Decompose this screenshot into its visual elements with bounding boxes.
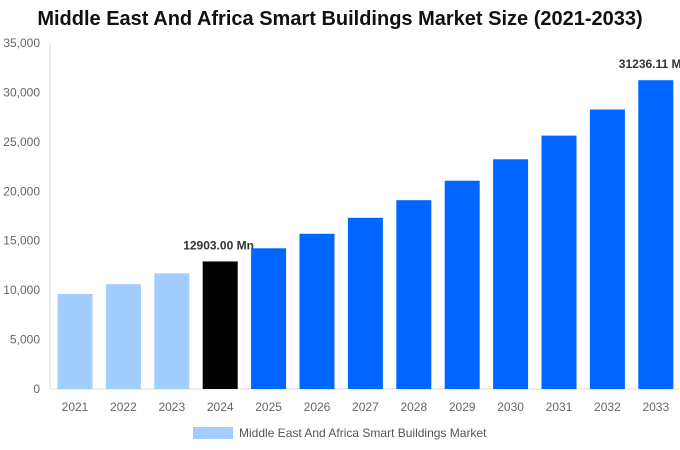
legend-label: Middle East And Africa Smart Buildings M…	[239, 426, 487, 440]
x-tick-label: 2033	[642, 400, 669, 414]
bar-2029	[444, 180, 480, 389]
x-tick-label: 2023	[158, 400, 185, 414]
bar-2031	[541, 135, 577, 389]
bar-2025	[251, 248, 287, 389]
y-tick-label: 25,000	[3, 135, 40, 149]
x-tick-label: 2028	[400, 400, 427, 414]
chart-title: Middle East And Africa Smart Buildings M…	[37, 8, 643, 30]
y-tick-label: 5,000	[10, 333, 40, 347]
x-tick-label: 2029	[449, 400, 476, 414]
x-tick-label: 2032	[594, 400, 621, 414]
bar-2021	[57, 293, 93, 389]
y-tick-label: 20,000	[3, 184, 40, 198]
bar-2023	[154, 273, 190, 389]
bar-2033	[638, 80, 674, 389]
y-tick-label: 10,000	[3, 283, 40, 297]
y-tick-label: 30,000	[3, 85, 40, 99]
bar-2026	[299, 233, 335, 389]
y-tick-label: 15,000	[3, 234, 40, 248]
x-tick-label: 2027	[352, 400, 379, 414]
bar-2022	[105, 284, 141, 389]
x-tick-label: 2031	[546, 400, 573, 414]
bar-2024	[202, 261, 238, 389]
data-label: 31236.11 Mn	[619, 57, 680, 71]
x-tick-label: 2022	[110, 400, 137, 414]
bar-2030	[493, 159, 529, 389]
y-tick-label: 35,000	[3, 36, 40, 50]
data-label: 12903.00 Mn	[183, 238, 254, 252]
x-tick-label: 2025	[255, 400, 282, 414]
x-tick-label: 2026	[304, 400, 331, 414]
x-tick-label: 2021	[62, 400, 89, 414]
legend: Middle East And Africa Smart Buildings M…	[193, 426, 486, 440]
x-tick-label: 2024	[207, 400, 234, 414]
x-tick-label: 2030	[497, 400, 524, 414]
bar-2027	[347, 217, 383, 389]
legend-swatch	[193, 427, 233, 439]
y-tick-label: 0	[33, 382, 40, 396]
bar-2032	[589, 109, 625, 390]
bar-2028	[396, 200, 432, 389]
